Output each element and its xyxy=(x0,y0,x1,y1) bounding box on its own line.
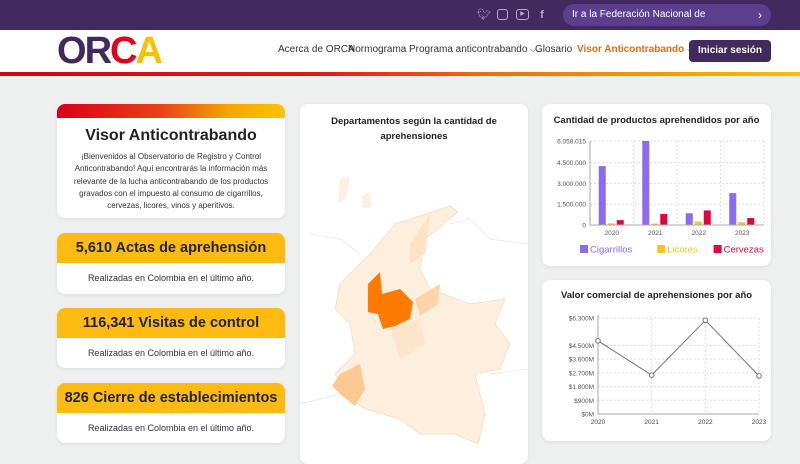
x-tick-label: 2023 xyxy=(752,419,767,426)
y-tick-label: $1.800M xyxy=(569,384,594,391)
nav-normograma[interactable]: Normograma xyxy=(348,44,407,55)
x-tick-label: 2021 xyxy=(644,419,659,426)
y-tick-label: 6.058.015 xyxy=(557,139,586,146)
x-tick-label: 2022 xyxy=(692,230,707,237)
legend-label: Cervezas xyxy=(724,245,764,256)
bar-cigarrillos xyxy=(729,193,737,225)
legend-swatch xyxy=(713,245,722,253)
stat-subtitle: Realizadas en Colombia en el último año. xyxy=(87,348,255,358)
bar-chart: 0 1.500.000 3.000.000 4.500.000 6.058.015 202… xyxy=(557,139,765,256)
y-tick-label: 4.500.000 xyxy=(557,160,586,167)
stat-subtitle: Realizadas en Colombia en el último año. xyxy=(87,273,255,283)
department-antioquia[interactable] xyxy=(368,272,413,329)
nav-acerca[interactable]: Acerca de ORCA xyxy=(278,44,355,55)
bar-chart-card: Cantidad de productos aprehendidos por a… xyxy=(542,104,771,266)
stat-card: 826 Cierre de establecimientos Realizada… xyxy=(57,383,285,443)
nav-bar xyxy=(0,30,800,72)
nav-programa[interactable]: Programa anticontrabando ⌵ xyxy=(409,44,536,55)
data-point xyxy=(595,338,601,344)
data-point xyxy=(756,373,762,379)
nav-glosario[interactable]: Glosario xyxy=(535,44,573,55)
line-chart: $0M $900M $1.800M $2.700M $3.600M $4.500M $6.3… xyxy=(569,315,767,426)
intro-text: ¡Bienvenidos al Observatorio de Registro… xyxy=(73,152,269,211)
y-tick-label: $0M xyxy=(581,412,594,419)
bar-cigarrillos xyxy=(685,213,693,225)
bar-licores xyxy=(694,221,702,225)
colombia-map[interactable] xyxy=(300,144,528,464)
chevron-down-icon: ⌵ xyxy=(530,45,537,54)
map-card: Departamentos según la cantidad de apreh… xyxy=(300,104,528,464)
x-tick-label: 2021 xyxy=(648,230,663,237)
brand-divider xyxy=(0,72,800,76)
intro-title: Visor Anticontrabando xyxy=(85,127,257,144)
y-tick-label: $2.700M xyxy=(569,370,594,377)
legend-label: Licores xyxy=(667,245,698,256)
bar-licores xyxy=(651,223,659,225)
bar-cigarrillos xyxy=(598,166,606,225)
youtube-icon[interactable]: ▶ xyxy=(516,9,529,20)
stat-card: 116,341 Visitas de control Realizadas en… xyxy=(57,308,285,368)
y-tick-label: $4.500M xyxy=(569,343,594,350)
x-tick-label: 2020 xyxy=(591,419,606,426)
department-narino[interactable] xyxy=(332,364,365,406)
y-tick-label: 0 xyxy=(582,223,586,230)
y-tick-label: $6.300M xyxy=(569,316,594,323)
federation-button[interactable]: Ir a la Federación Nacional de Departame… xyxy=(563,4,771,42)
y-tick-label: 1.500.000 xyxy=(557,202,586,209)
bar-chart-title: Cantidad de productos aprehendidos por a… xyxy=(553,115,760,126)
department-santander[interactable] xyxy=(415,284,440,316)
data-point xyxy=(702,317,709,324)
y-tick-label: $900M xyxy=(574,398,594,405)
login-button[interactable]: Iniciar sesión xyxy=(689,40,771,62)
bar-cervezas xyxy=(747,218,755,225)
nav-programa-label: Programa anticontrabando xyxy=(409,44,528,55)
stat-title: 5,610 Actas de aprehensión xyxy=(57,233,285,263)
legend-label: Cigarrillos xyxy=(590,245,632,256)
stat-card: 5,610 Actas de aprehensión Realizadas en… xyxy=(57,233,285,294)
intro-card: Visor Anticontrabando ¡Bienvenidos al Ob… xyxy=(57,104,285,218)
neighbor-borders xyxy=(300,218,528,405)
bar-cigarrillos xyxy=(642,141,650,225)
line-chart-title: Valor comercial de aprehensiones por año xyxy=(560,290,753,301)
department-san-andres[interactable] xyxy=(338,176,350,204)
top-bar: 🐦︎ ▶ f Ir a la Federación Nacional de De… xyxy=(0,0,800,42)
bar-licores xyxy=(738,222,746,225)
nav-visor-label: Visor Anticontrabando xyxy=(577,44,685,55)
stat-title: 826 Cierre de establecimientos xyxy=(57,383,285,413)
bar-cervezas xyxy=(660,213,668,225)
twitter-icon[interactable]: 🐦︎ xyxy=(477,9,491,21)
y-tick-label: 3.000.000 xyxy=(557,181,586,188)
nav-visor[interactable]: Visor Anticontrabando ⌵ xyxy=(577,44,693,55)
stat-title: 116,341 Visitas de control xyxy=(57,308,285,338)
data-point xyxy=(648,372,655,378)
department-cundinamarca[interactable] xyxy=(390,319,425,359)
bar-cervezas xyxy=(703,210,711,225)
facebook-icon[interactable]: f xyxy=(540,9,544,21)
stat-subtitle: Realizadas en Colombia en el último año. xyxy=(87,423,255,433)
department-cesar[interactable] xyxy=(410,214,430,264)
orca-logo[interactable]: ORCA xyxy=(57,30,163,72)
x-tick-label: 2020 xyxy=(605,230,620,237)
department-providencia[interactable] xyxy=(362,192,372,208)
map-title: Departamentos según la cantidad de apreh… xyxy=(331,116,497,142)
legend-swatch xyxy=(657,245,666,253)
x-tick-label: 2022 xyxy=(698,419,713,426)
intro-gradient xyxy=(57,104,285,118)
x-tick-label: 2023 xyxy=(735,230,750,237)
y-tick-label: $3.600M xyxy=(569,357,594,364)
instagram-icon[interactable] xyxy=(497,9,508,20)
bar-cervezas xyxy=(616,220,624,225)
line-series xyxy=(597,319,760,377)
line-chart-card: Valor comercial de aprehensiones por año… xyxy=(542,280,771,441)
chevron-right-icon: › xyxy=(758,8,762,22)
legend-swatch xyxy=(580,245,588,253)
bar-licores xyxy=(607,223,615,225)
department-other[interactable] xyxy=(334,205,511,445)
